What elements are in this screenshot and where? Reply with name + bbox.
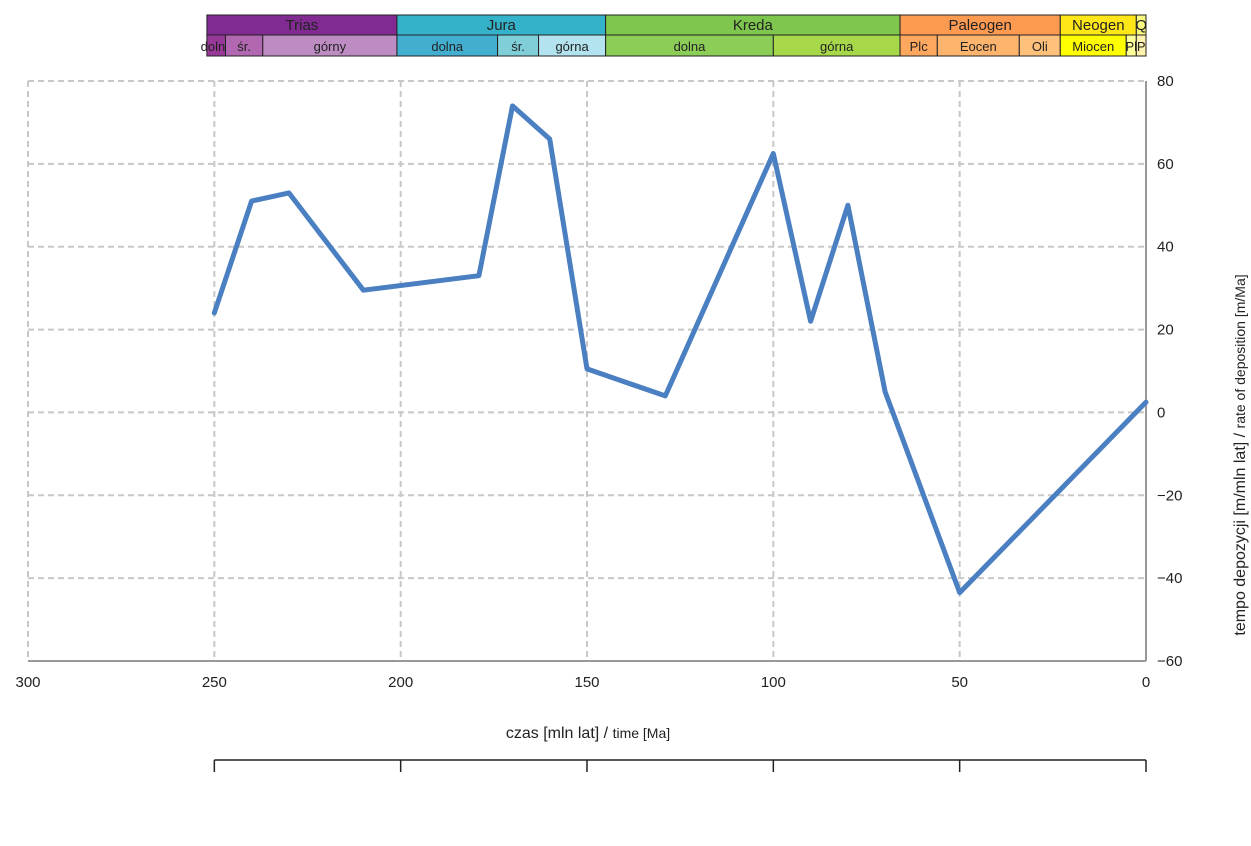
- y-tick-label: 80: [1157, 73, 1174, 90]
- epoch-label: Plc: [910, 39, 929, 54]
- y-tick-label: −60: [1157, 653, 1182, 670]
- y-tick-label: 0: [1157, 404, 1165, 421]
- epoch-label: śr.: [237, 39, 251, 54]
- epoch-label: P: [1137, 39, 1146, 54]
- epoch-label: górny: [314, 39, 347, 54]
- epoch-label: Miocen: [1072, 39, 1114, 54]
- epoch-cell: [1135, 34, 1147, 57]
- y-tick-label: −20: [1157, 487, 1182, 504]
- period-label: Kreda: [733, 17, 774, 34]
- epoch-label: Oli: [1032, 39, 1048, 54]
- epoch-label: Pl: [1125, 39, 1137, 54]
- x-tick-label: 200: [388, 674, 413, 691]
- x-tick-label: 300: [15, 674, 40, 691]
- x-tick-label: 150: [574, 674, 599, 691]
- x-tick-label: 250: [202, 674, 227, 691]
- axes: [28, 81, 1147, 662]
- period-label: Paleogen: [948, 17, 1011, 34]
- period-label: Trias: [286, 17, 319, 34]
- x-tick-label: 50: [951, 674, 968, 691]
- y-tick-label: 40: [1157, 239, 1174, 256]
- bottom-axis-line: [213, 759, 1147, 772]
- epoch-label: górna: [555, 39, 589, 54]
- series-layer: [211, 103, 1149, 596]
- epoch-label: dolna: [674, 39, 707, 54]
- epoch-label: górna: [820, 39, 854, 54]
- epoch-label: dolna: [431, 39, 464, 54]
- x-axis-title: czas [mln lat] / time [Ma]: [506, 725, 670, 742]
- y-axis-title: tempo depozycji [m/mln lat] / rate of de…: [1232, 274, 1249, 635]
- x-tick-label: 100: [761, 674, 786, 691]
- epoch-label: dolny: [201, 39, 233, 54]
- epoch-label: śr.: [511, 39, 525, 54]
- y-tick-label: 20: [1157, 322, 1174, 339]
- series-line: [211, 103, 1149, 596]
- period-label: Q: [1135, 17, 1147, 34]
- epoch-label: Eocen: [960, 39, 997, 54]
- y-tick-label: −40: [1157, 570, 1182, 587]
- y-tick-label: 60: [1157, 156, 1174, 173]
- period-label: Jura: [487, 17, 517, 34]
- x-tick-label: 0: [1142, 674, 1150, 691]
- period-label: Neogen: [1072, 17, 1125, 34]
